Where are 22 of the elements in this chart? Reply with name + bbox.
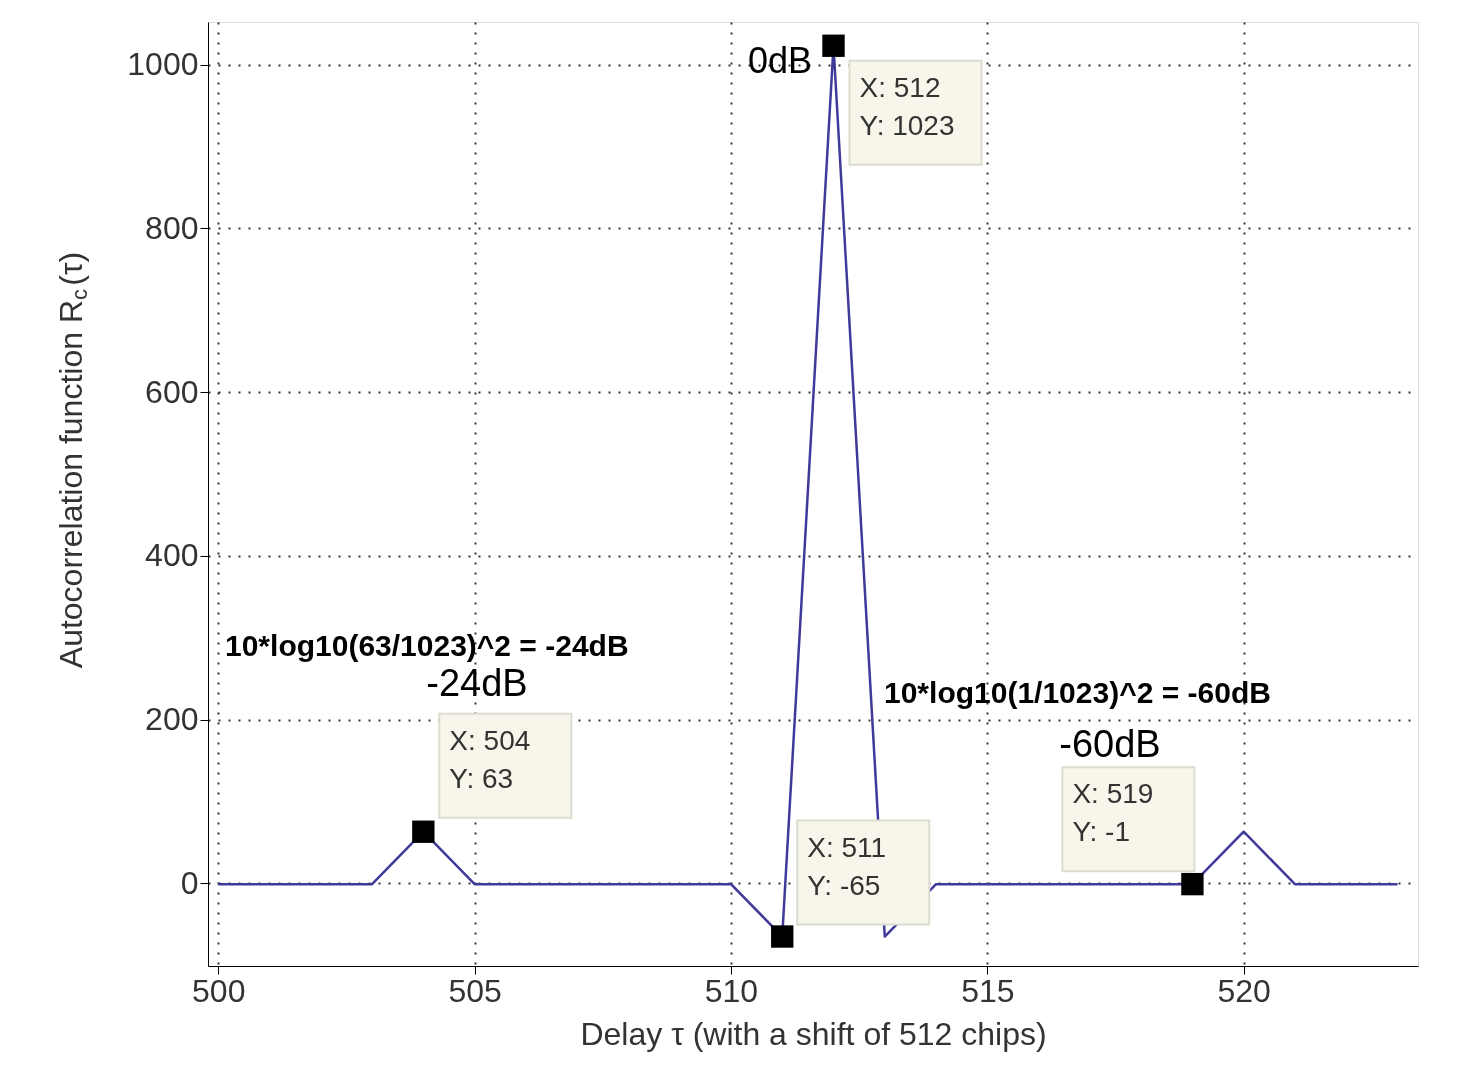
annotation: -60dB: [1059, 723, 1161, 765]
y-tick-label: 1000: [127, 46, 199, 83]
annotation: X: 511 Y: -65: [807, 831, 887, 901]
x-tick-label: 510: [704, 972, 759, 1009]
x-tick-label: 505: [448, 972, 502, 1009]
annotation: X: 512 Y: 1023: [859, 71, 955, 141]
y-tick-label: 200: [145, 701, 199, 738]
annotation: 0dB: [747, 40, 812, 81]
x-tick-label: 520: [1217, 972, 1271, 1009]
x-tick-label: 500: [192, 972, 246, 1009]
annotation: X: 519 Y: -1: [1072, 778, 1154, 848]
x-tick-label: 515: [961, 972, 1015, 1009]
y-tick-label: 600: [145, 373, 199, 410]
y-tick-label: 400: [145, 537, 199, 574]
y-tick-label: 0: [180, 864, 199, 901]
y-axis-title: Autocorrelation function Rc(τ): [53, 251, 92, 669]
x-axis-title: Delay τ (with a shift of 512 chips): [580, 1015, 1047, 1052]
annotation: -24dB: [426, 662, 528, 704]
annotation: X: 504 Y: 63: [449, 724, 531, 794]
y-tick-label: 800: [145, 209, 199, 246]
annotation: 10*log10(63/1023)^2 = -24dB: [225, 629, 629, 662]
annotation: 10*log10(1/1023)^2 = -60dB: [884, 676, 1271, 709]
